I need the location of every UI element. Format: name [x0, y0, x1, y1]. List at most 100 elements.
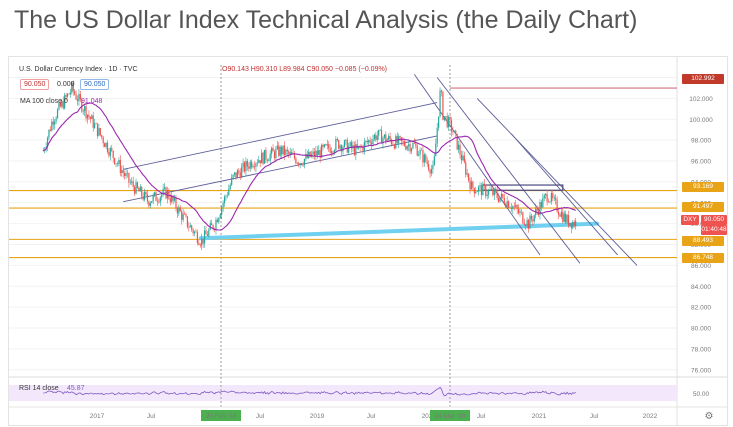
y-tick-label: 100.000 [689, 117, 713, 124]
price-box-buy[interactable]: 90.050 [80, 79, 110, 90]
candle-body [151, 201, 153, 204]
chart-panel[interactable]: 76.00078.00080.00082.00084.00086.00088.0… [8, 56, 728, 426]
candle-body [459, 144, 461, 155]
candle-body [502, 193, 504, 198]
candle-body [338, 140, 340, 149]
x-tick-label: 2022 [643, 413, 658, 420]
candle-body [161, 194, 163, 198]
x-tick-highlight [430, 410, 470, 421]
candle-body [285, 149, 287, 155]
candle-body [332, 151, 334, 153]
candle-body [225, 195, 227, 197]
falling-channel-line[interactable] [511, 133, 618, 256]
candle-body [232, 174, 234, 178]
candle-body [251, 161, 253, 168]
candle-body [529, 215, 531, 229]
candle-body [141, 186, 143, 197]
candle-body [215, 219, 217, 230]
settings-gear-icon[interactable]: ⚙ [705, 411, 714, 422]
candle-body [420, 149, 423, 151]
candle-body [51, 121, 53, 131]
candle-body [315, 150, 317, 157]
candle-body [408, 144, 410, 147]
candle-body [322, 144, 324, 147]
candle-body [368, 140, 370, 143]
candle-body [340, 145, 343, 152]
candle-body [350, 142, 353, 149]
candle-body [305, 153, 307, 160]
candle-body [499, 197, 501, 202]
x-tick-label: Jul [477, 413, 486, 420]
candle-body [456, 133, 458, 150]
candle-body [199, 244, 201, 246]
candle-body [159, 197, 161, 203]
candle-body [148, 201, 150, 206]
candle-body [66, 93, 69, 97]
candle-body [62, 101, 64, 109]
candle-body [406, 146, 408, 150]
candle-body [79, 94, 81, 100]
candle-body [111, 148, 113, 151]
level-label-1: 93.169 [682, 182, 724, 192]
candle-body [523, 223, 525, 226]
candle-body [426, 161, 428, 164]
candle-body [269, 153, 271, 161]
candle-body [546, 194, 548, 202]
candle-body [182, 213, 184, 220]
candle-body [378, 129, 380, 136]
candle-body [216, 219, 218, 223]
candle-body [168, 190, 170, 199]
candle-body [173, 197, 176, 201]
candle-body [449, 116, 451, 121]
falling-channel-line[interactable] [413, 74, 541, 256]
candle-body [136, 182, 139, 188]
candle-body [328, 144, 330, 149]
candle-body [46, 137, 49, 147]
candle-body [553, 197, 555, 199]
candle-body [375, 134, 377, 140]
candle-body [333, 150, 336, 153]
candle-body [84, 106, 86, 112]
candle-body [188, 226, 190, 228]
price-box-sell[interactable]: 90.050 [20, 79, 50, 90]
falling-channel-line[interactable] [436, 77, 581, 264]
candle-body [178, 207, 180, 214]
candle-body [453, 130, 455, 133]
candle-body [162, 188, 164, 195]
candle-body [382, 137, 384, 144]
candle-body [476, 191, 478, 193]
candle-body [445, 116, 447, 117]
candle-body [249, 161, 251, 169]
candle-body [116, 163, 119, 165]
rising-channel-lower[interactable] [123, 135, 438, 203]
candle-body [389, 136, 391, 140]
candle-body [362, 146, 364, 151]
rising-channel-upper[interactable] [123, 102, 438, 170]
candle-body [369, 140, 371, 143]
candle-body [448, 116, 450, 128]
price-chart[interactable]: 76.00078.00080.00082.00084.00086.00088.0… [9, 57, 727, 425]
candle-body [278, 145, 280, 156]
candle-body [195, 231, 197, 233]
candle-body [390, 139, 393, 145]
rsi-value: 45.87 [67, 385, 85, 392]
candle-body [462, 155, 464, 161]
candle-body [430, 169, 433, 174]
candle-body [516, 205, 518, 210]
x-tick-label: Jul [147, 413, 156, 420]
candle-body [218, 217, 220, 223]
candle-body [222, 203, 224, 208]
x-tick-label: 2019 [310, 413, 325, 420]
falling-channel-line[interactable] [476, 98, 638, 266]
y-tick-label: 102.000 [689, 96, 713, 103]
candle-body [473, 187, 475, 194]
candle-body [540, 202, 543, 208]
candle-body [206, 234, 209, 236]
trendline-support[interactable] [198, 221, 600, 241]
candle-body [211, 223, 213, 226]
candle-body [262, 152, 264, 164]
candle-body [403, 141, 405, 146]
candle-body [228, 188, 230, 196]
candle-body [379, 129, 381, 131]
candle-body [490, 189, 493, 191]
